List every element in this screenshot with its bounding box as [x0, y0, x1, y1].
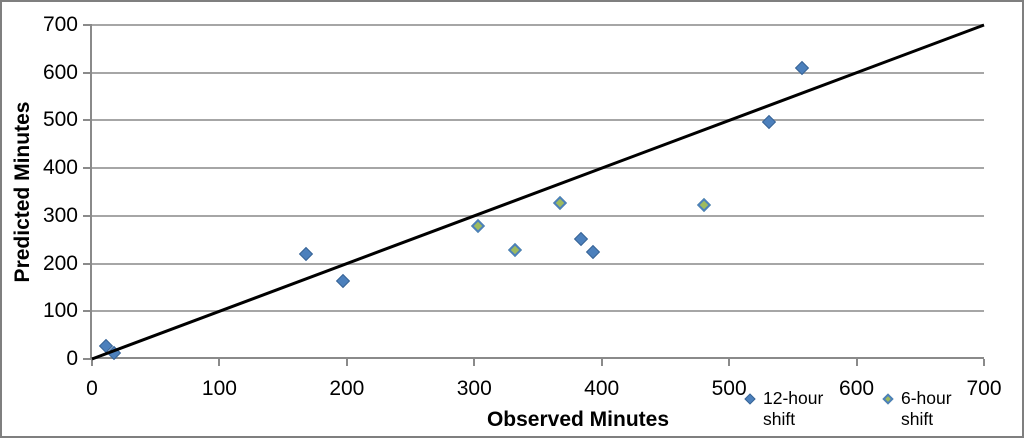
- legend-label-12-hour-shift: 12-hour shift: [763, 388, 824, 429]
- gridline-y-400: [90, 167, 984, 170]
- data-point-12-hour-shift: [761, 114, 776, 129]
- y-tick-label-700: 700: [42, 13, 78, 36]
- y-tick-label-0: 0: [66, 347, 78, 370]
- data-point-12-hour-shift: [335, 274, 351, 289]
- y-tick-mark-700: [83, 24, 91, 26]
- y-axis-title: Predicted Minutes: [11, 101, 34, 283]
- y-tick-mark-400: [83, 167, 91, 170]
- x-axis-title: Observed Minutes: [486, 408, 670, 431]
- y-tick-label-400: 400: [42, 156, 78, 180]
- x-tick-label-400: 400: [584, 377, 620, 400]
- y-tick-label-500: 500: [42, 108, 78, 132]
- gridline-y-100: [90, 310, 984, 313]
- y-tick-label-200: 200: [42, 251, 78, 275]
- identity-line: [91, 23, 985, 361]
- data-point-6-hour-shift: [507, 242, 523, 257]
- x-tick-label-100: 100: [201, 377, 237, 400]
- y-tick-mark-200: [83, 262, 91, 265]
- legend-marker-12-hour-shift-diamond-icon: [744, 393, 756, 405]
- gridline-y-600: [90, 71, 984, 74]
- x-tick-label-500: 500: [711, 377, 747, 400]
- plot-area: 0 100 200 300 400 500 600 700 0 100 200 300 400 500 60…: [43, 13, 1002, 400]
- x-tick-mark-700: [983, 359, 985, 366]
- data-point-12-hour-shift: [585, 245, 600, 260]
- x-tick-label-0: 0: [86, 377, 98, 400]
- data-point-12-hour-shift: [574, 231, 589, 246]
- y-axis-line: [90, 24, 92, 360]
- x-tick-mark-100: [218, 359, 221, 366]
- y-tick-label-300: 300: [42, 203, 78, 227]
- x-tick-mark-300: [473, 359, 476, 366]
- gridline-y-200: [90, 262, 984, 265]
- y-tick-mark-0: [83, 358, 91, 360]
- data-point-12-hour-shift: [299, 246, 314, 262]
- data-point-6-hour-shift: [696, 198, 711, 213]
- x-tick-mark-500: [728, 359, 731, 366]
- x-tick-label-700: 700: [966, 377, 1002, 400]
- data-point-6-hour-shift: [552, 196, 567, 211]
- y-tick-mark-500: [83, 119, 91, 122]
- x-tick-label-200: 200: [329, 377, 365, 400]
- y-tick-mark-100: [83, 310, 91, 313]
- x-tick-mark-400: [600, 359, 603, 366]
- x-tick-label-300: 300: [456, 377, 492, 400]
- y-tick-label-100: 100: [42, 299, 78, 323]
- x-tick-mark-200: [345, 359, 348, 366]
- gridline-y-300: [90, 214, 984, 217]
- y-tick-label-600: 600: [42, 60, 78, 84]
- x-tick-label-600: 600: [839, 377, 875, 400]
- legend-label-6-hour-shift: 6-hour shift: [901, 388, 952, 429]
- data-point-6-hour-shift: [471, 219, 486, 234]
- legend-item-6-hour-shift: 6-hour shift: [882, 388, 975, 430]
- x-tick-mark-600: [855, 359, 858, 366]
- gridline-y-500: [90, 119, 984, 122]
- y-tick-mark-600: [83, 71, 91, 74]
- x-tick-mark-0: [91, 359, 93, 366]
- gridline-y-700: [90, 24, 984, 26]
- x-axis-line: [90, 357, 984, 359]
- y-tick-mark-300: [83, 214, 91, 217]
- legend-marker-6-hour-shift-diamond-icon: [882, 393, 894, 405]
- legend-item-12-hour-shift: 12-hour shift: [744, 388, 837, 430]
